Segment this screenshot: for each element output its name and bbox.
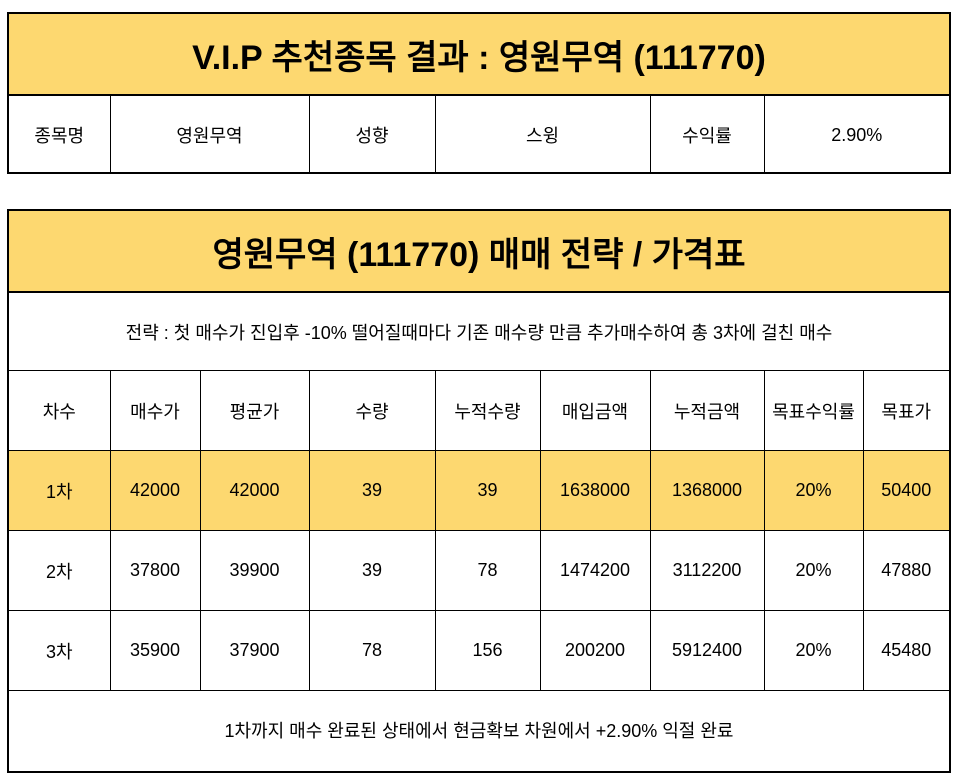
table-cell: 20% [763, 610, 864, 690]
col-header: 차수 [9, 371, 111, 451]
table-cell: 45480 [862, 610, 949, 690]
plan-panel: 영원무역 (111770) 매매 전략 / 가격표 전략 : 첫 매수가 진입후… [7, 209, 951, 773]
table-cell: 1474200 [539, 530, 651, 611]
table-cell: 3112200 [649, 530, 765, 611]
table-cell: 1차 [9, 450, 111, 531]
price-table: 차수 매수가 평균가 수량 누적수량 매입금액 누적금액 목표수익률 목표가 1… [9, 371, 949, 690]
table-cell: 39 [434, 450, 541, 531]
table-cell: 39 [308, 450, 436, 531]
col-header: 목표수익률 [763, 371, 864, 451]
table-cell: 35900 [109, 610, 201, 690]
table-cell: 37800 [109, 530, 201, 611]
table-row: 1차 42000 42000 39 39 1638000 1368000 20%… [9, 450, 949, 531]
plan-title: 영원무역 (111770) 매매 전략 / 가격표 [9, 211, 949, 293]
col-header: 매입금액 [539, 371, 651, 451]
footer-note: 1차까지 매수 완료된 상태에서 현금확보 차원에서 +2.90% 익절 완료 [9, 690, 949, 769]
value-stock-name: 영원무역 [109, 96, 310, 174]
summary-table: 종목명 영원무역 성향 스윙 수익률 2.90% [9, 96, 949, 174]
value-style: 스윙 [434, 96, 651, 174]
table-cell: 3차 [9, 610, 111, 690]
label-return: 수익률 [649, 96, 765, 174]
table-row: 2차 37800 39900 39 78 1474200 3112200 20%… [9, 530, 949, 611]
label-style: 성향 [308, 96, 436, 174]
col-header: 수량 [308, 371, 436, 451]
table-cell: 37900 [199, 610, 310, 690]
table-cell: 78 [434, 530, 541, 611]
col-header: 누적수량 [434, 371, 541, 451]
table-cell: 39900 [199, 530, 310, 611]
col-header: 목표가 [862, 371, 949, 451]
value-return: 2.90% [763, 96, 949, 174]
label-stock-name: 종목명 [9, 96, 111, 174]
col-header: 누적금액 [649, 371, 765, 451]
table-cell: 20% [763, 530, 864, 611]
strategy-text: 전략 : 첫 매수가 진입후 -10% 떨어질때마다 기존 매수량 만큼 추가매… [9, 293, 949, 371]
table-cell: 200200 [539, 610, 651, 690]
summary-title: V.I.P 추천종목 결과 : 영원무역 (111770) [9, 14, 949, 96]
table-cell: 39 [308, 530, 436, 611]
table-cell: 42000 [109, 450, 201, 531]
table-header-row: 차수 매수가 평균가 수량 누적수량 매입금액 누적금액 목표수익률 목표가 [9, 371, 949, 451]
col-header: 평균가 [199, 371, 310, 451]
table-cell: 156 [434, 610, 541, 690]
summary-panel: V.I.P 추천종목 결과 : 영원무역 (111770) 종목명 영원무역 성… [7, 12, 951, 174]
table-cell: 1638000 [539, 450, 651, 531]
table-cell: 2차 [9, 530, 111, 611]
table-cell: 47880 [862, 530, 949, 611]
table-cell: 1368000 [649, 450, 765, 531]
table-cell: 78 [308, 610, 436, 690]
table-cell: 5912400 [649, 610, 765, 690]
col-header: 매수가 [109, 371, 201, 451]
table-cell: 20% [763, 450, 864, 531]
table-cell: 42000 [199, 450, 310, 531]
table-cell: 50400 [862, 450, 949, 531]
table-row: 3차 35900 37900 78 156 200200 5912400 20%… [9, 610, 949, 690]
